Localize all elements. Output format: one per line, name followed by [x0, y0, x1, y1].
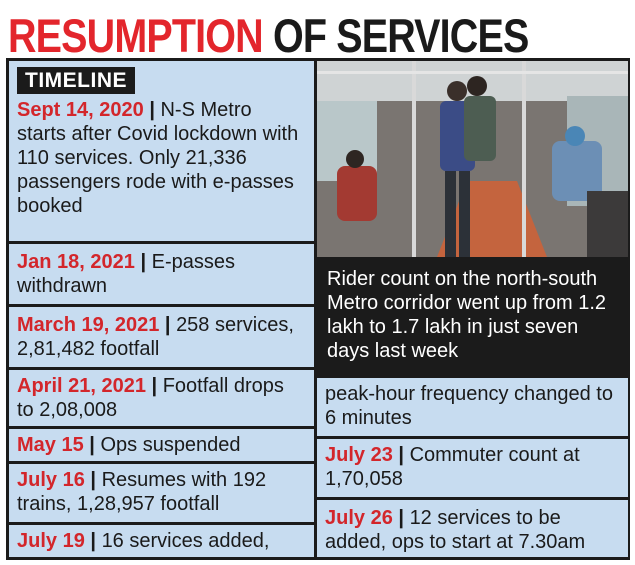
entry-date: July 23 — [325, 444, 393, 466]
entry-text: N-S Metro starts after Covid lockdown wi… — [17, 99, 299, 217]
separator: | — [164, 314, 171, 336]
entry-date: March 19, 2021 — [17, 314, 160, 336]
timeline-entry-april-21: April 21, 2021 | Footfall drops to 2,08,… — [9, 370, 314, 426]
entry-text: Resumes with 192 trains, 1,28,957 footfa… — [17, 469, 267, 515]
separator: | — [140, 251, 147, 273]
entry-text: Ops suspended — [100, 434, 241, 456]
photo-caption: Rider count on the north-south Metro cor… — [317, 257, 628, 375]
timeline-tag: TIMELINE — [17, 67, 135, 94]
timeline-entry-march-19: March 19, 2021 | 258 services, 2,81,482 … — [9, 307, 314, 367]
entry-date: Jan 18, 2021 — [17, 251, 135, 273]
headline: RESUMPTION OF SERVICES — [8, 10, 529, 62]
entry-text: E-passes withdrawn — [17, 251, 235, 297]
right-continuation: peak-hour frequency changed to 6 minutes — [317, 378, 628, 436]
separator: | — [398, 507, 404, 529]
entry-date: July 26 — [325, 507, 393, 529]
separator: | — [90, 469, 96, 491]
entry-text: 12 services to be added, ops to start at… — [325, 507, 586, 553]
entry-text: Footfall drops to 2,08,008 — [17, 375, 284, 421]
separator: | — [151, 375, 158, 397]
timeline-entry-july-16: July 16 | Resumes with 192 trains, 1,28,… — [9, 464, 314, 522]
entry-date: July 16 — [17, 469, 85, 491]
separator: | — [90, 530, 96, 552]
headline-red-part: RESUMPTION — [8, 9, 264, 62]
entry-text: 258 services, 2,81,482 footfall — [17, 314, 294, 360]
entry-text: Commuter count at 1,70,058 — [325, 444, 580, 490]
entry-date: Sept 14, 2020 — [17, 99, 144, 121]
timeline-entry-july-26: July 26 | 12 services to be added, ops t… — [317, 500, 628, 557]
continuation-text: peak-hour frequency changed to 6 minutes — [325, 383, 613, 429]
entry-date: May 15 — [17, 434, 84, 456]
timeline-entry-jan-18: Jan 18, 2021 | E-passes withdrawn — [9, 244, 314, 304]
separator: | — [89, 434, 95, 456]
headline-black-part: OF SERVICES — [272, 9, 529, 62]
entry-date: April 21, 2021 — [17, 375, 146, 397]
entry-text: 16 services added, — [101, 530, 270, 552]
timeline-entry-sept-14: TIMELINE Sept 14, 2020 | N-S Metro start… — [9, 61, 314, 241]
timeline-entry-may-15: May 15 | Ops suspended — [9, 429, 314, 461]
timeline-entry-july-19: July 19 | 16 services added, — [9, 525, 314, 557]
separator: | — [398, 444, 404, 466]
entry-date: July 19 — [17, 530, 85, 552]
timeline-entry-july-23: July 23 | Commuter count at 1,70,058 — [317, 439, 628, 497]
separator: | — [149, 99, 155, 121]
metro-train-photo — [317, 61, 628, 257]
